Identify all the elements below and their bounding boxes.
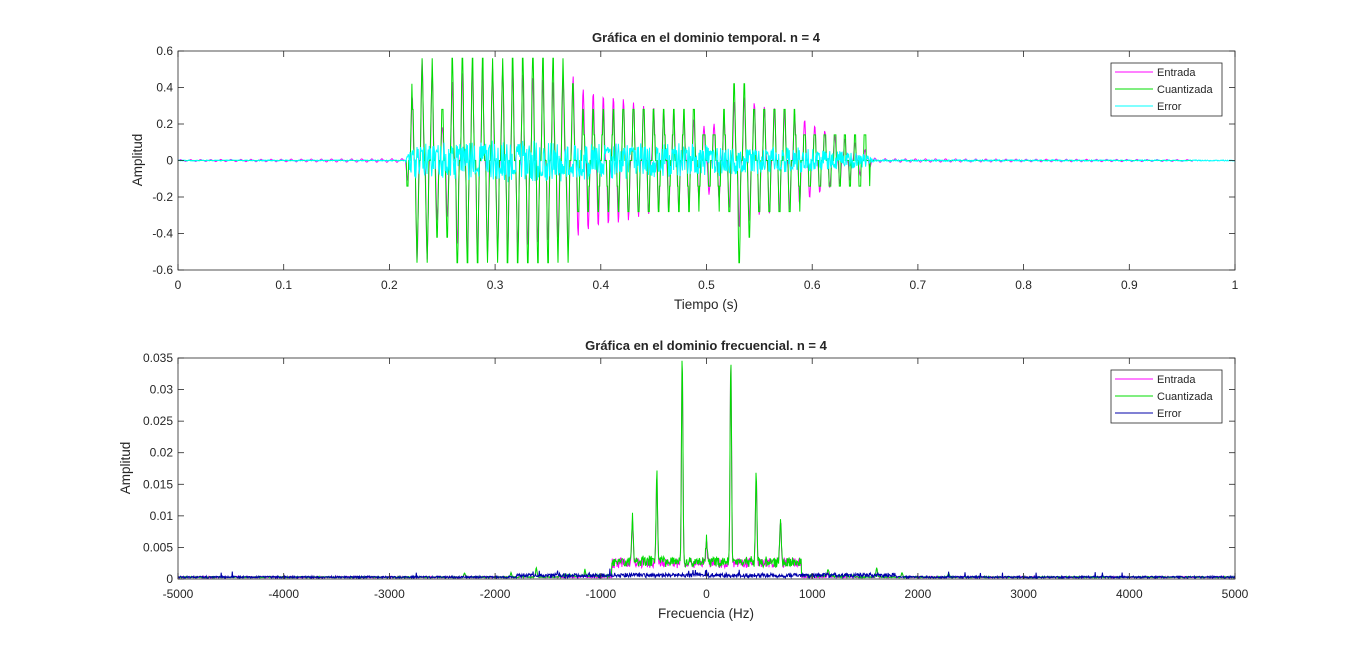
- x-tick-label: 0.1: [275, 278, 292, 292]
- legend-label-error: Error: [1157, 101, 1182, 113]
- frequency-domain-ylabel: Amplitud: [118, 442, 133, 495]
- legend-label-error: Error: [1157, 408, 1182, 420]
- x-tick-label: -3000: [374, 587, 405, 601]
- legend-label-entrada: Entrada: [1157, 374, 1196, 386]
- y-tick-label: 0: [166, 572, 173, 586]
- x-tick-label: 2000: [905, 587, 932, 601]
- y-tick-label: 0.03: [150, 383, 174, 397]
- time-domain-axes: Gráfica en el dominio temporal. n = 4 0 0…: [130, 30, 1239, 312]
- x-tick-label: 4000: [1116, 587, 1143, 601]
- y-tick-label: -0.6: [152, 263, 173, 277]
- series-line-error: [178, 568, 1235, 579]
- y-tick-label: 0.005: [143, 540, 173, 554]
- x-tick-label: 0.3: [487, 278, 504, 292]
- x-tick-label: 3000: [1010, 587, 1037, 601]
- time-domain-xlabel: Tiempo (s): [674, 297, 738, 312]
- time-domain-ylabel: Amplitud: [130, 134, 145, 187]
- y-tick-label: 0.015: [143, 477, 173, 491]
- x-tick-label: 0.8: [1015, 278, 1032, 292]
- frequency-domain-axes: Gráfica en el dominio frecuencial. n = 4…: [118, 338, 1249, 621]
- frequency-domain-series: [178, 360, 1235, 579]
- y-tick-label: 0.025: [143, 414, 173, 428]
- x-tick-label: 0.7: [910, 278, 927, 292]
- x-tick-label: -5000: [163, 587, 194, 601]
- x-tick-label: 5000: [1222, 587, 1249, 601]
- x-tick-label: 1: [1232, 278, 1239, 292]
- frequency-domain-title: Gráfica en el dominio frecuencial. n = 4: [585, 338, 827, 353]
- frequency-domain-xlabel: Frecuencia (Hz): [658, 606, 754, 621]
- x-tick-label: 0.6: [804, 278, 821, 292]
- x-tick-label: -4000: [268, 587, 299, 601]
- x-tick-label: 0: [703, 587, 710, 601]
- time-domain-series: [178, 57, 1235, 264]
- x-tick-label: -1000: [585, 587, 616, 601]
- y-tick-label: -0.4: [152, 227, 173, 241]
- y-tick-label: -0.2: [152, 190, 173, 204]
- x-tick-label: 0.9: [1121, 278, 1138, 292]
- x-tick-label: 0.5: [698, 278, 715, 292]
- frequency-domain-legend: Entrada Cuantizada Error: [1110, 369, 1223, 424]
- y-tick-label: 0.01: [150, 509, 174, 523]
- time-domain-legend: Entrada Cuantizada Error: [1110, 62, 1223, 117]
- x-tick-label: 0: [175, 278, 182, 292]
- y-tick-label: 0.2: [156, 117, 173, 131]
- y-tick-label: 0.6: [156, 44, 173, 58]
- y-tick-label: 0.035: [143, 351, 173, 365]
- x-tick-label: 0.4: [592, 278, 609, 292]
- legend-label-entrada: Entrada: [1157, 67, 1196, 79]
- series-line-error: [178, 140, 1235, 183]
- y-tick-label: 0.02: [150, 446, 174, 460]
- x-tick-label: -2000: [480, 587, 511, 601]
- time-domain-title: Gráfica en el dominio temporal. n = 4: [592, 30, 821, 45]
- legend-label-cuantizada: Cuantizada: [1157, 391, 1214, 403]
- y-tick-label: 0: [166, 154, 173, 168]
- legend-label-cuantizada: Cuantizada: [1157, 84, 1214, 96]
- y-tick-label: 0.4: [156, 81, 173, 95]
- x-tick-label: 1000: [799, 587, 826, 601]
- x-tick-label: 0.2: [381, 278, 398, 292]
